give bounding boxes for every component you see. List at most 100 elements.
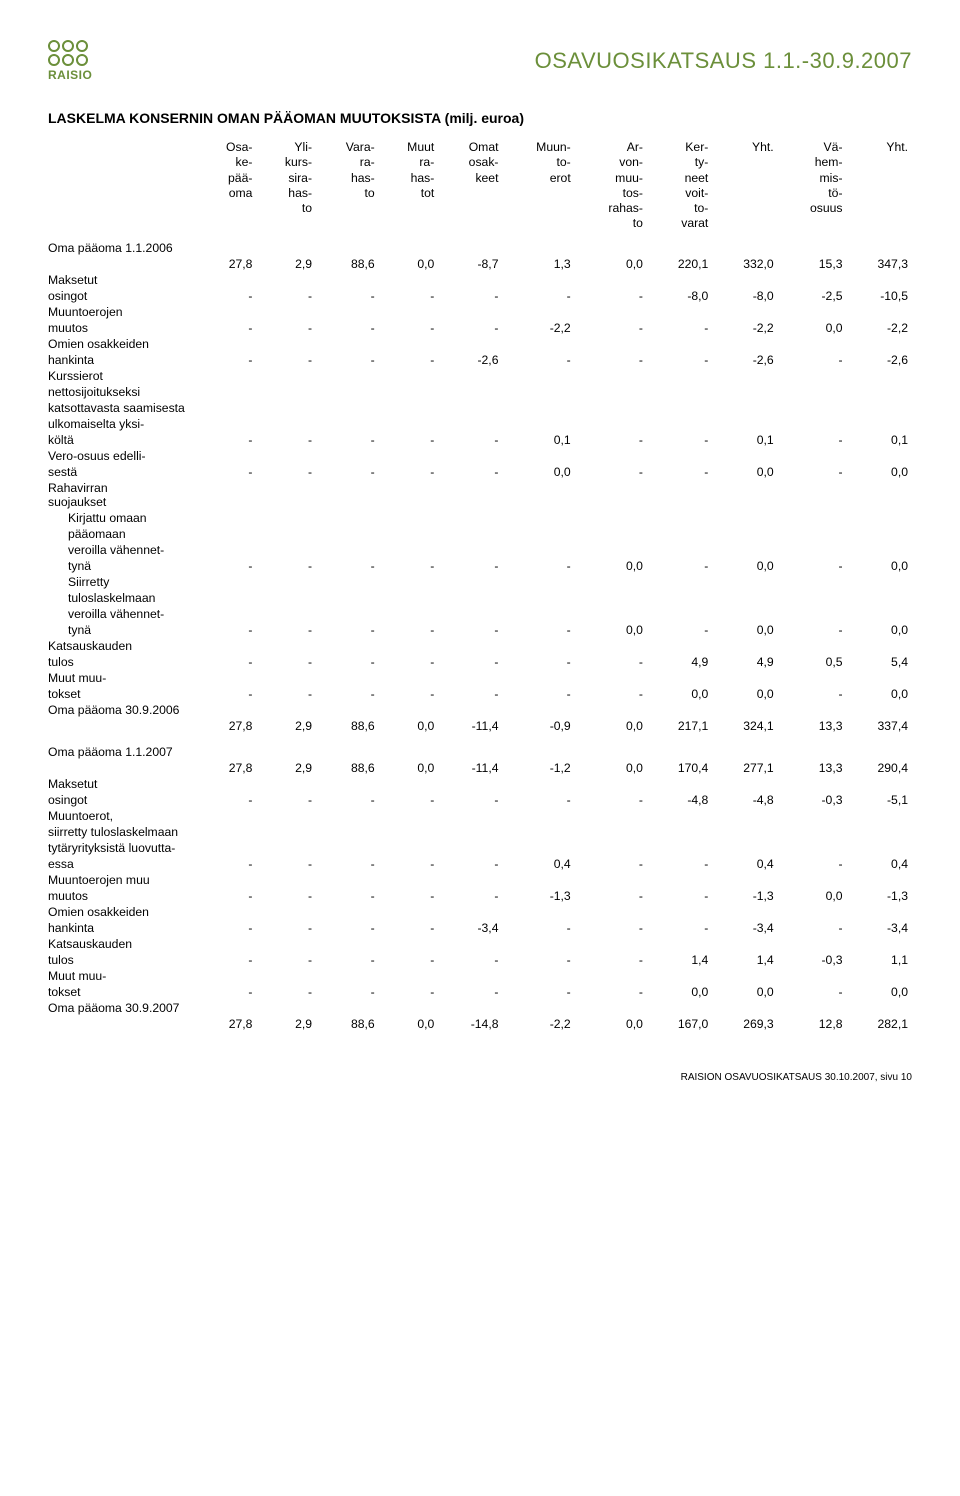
cell-value: 27,8: [198, 760, 256, 776]
column-header: Muutra-has-tot: [379, 140, 439, 240]
cell-value: -: [575, 432, 647, 448]
row-label: Siirretty: [48, 574, 912, 590]
cell-value: 324,1: [712, 718, 777, 734]
row-label: hankinta: [48, 352, 198, 368]
cell-value: -: [379, 952, 439, 968]
table-row: muutos------1,3---1,30,0-1,3: [48, 888, 912, 904]
cell-value: -: [647, 432, 712, 448]
cell-value: 0,4: [502, 856, 574, 872]
cell-value: -: [379, 288, 439, 304]
cell-value: -0,3: [778, 952, 847, 968]
table-row: osingot--------4,8-4,8-0,3-5,1: [48, 792, 912, 808]
table-row: osingot--------8,0-8,0-2,5-10,5: [48, 288, 912, 304]
row-label: katsottavasta saamisesta: [48, 400, 912, 416]
cell-value: 88,6: [316, 256, 379, 272]
cell-value: -: [316, 984, 379, 1000]
table-row: hankinta-----3,4----3,4--3,4: [48, 920, 912, 936]
cell-value: 0,0: [575, 718, 647, 734]
table-row: Katsauskauden: [48, 936, 912, 952]
cell-value: -11,4: [438, 718, 502, 734]
cell-value: -: [256, 654, 316, 670]
cell-value: -0,9: [502, 718, 574, 734]
table-row: veroilla vähennet-: [48, 606, 912, 622]
cell-value: -: [575, 888, 647, 904]
row-label: essa: [48, 856, 198, 872]
cell-value: -: [575, 856, 647, 872]
row-label: Kirjattu omaan: [48, 510, 912, 526]
row-label: tuloslaskelmaan: [48, 590, 912, 606]
cell-value: -: [438, 984, 502, 1000]
cell-value: 0,0: [575, 1016, 647, 1032]
cell-value: -: [575, 920, 647, 936]
cell-value: -: [438, 464, 502, 480]
cell-value: -: [502, 952, 574, 968]
cell-value: 0,0: [575, 760, 647, 776]
cell-value: -2,2: [502, 320, 574, 336]
cell-value: -8,0: [647, 288, 712, 304]
row-label: tulos: [48, 952, 198, 968]
cell-value: -2,2: [712, 320, 777, 336]
cell-value: 0,4: [847, 856, 912, 872]
row-label: tynä: [48, 558, 198, 574]
column-header: Osa-ke-pää-oma: [198, 140, 256, 240]
cell-value: 269,3: [712, 1016, 777, 1032]
cell-value: -8,7: [438, 256, 502, 272]
cell-value: 13,3: [778, 718, 847, 734]
cell-value: -: [316, 952, 379, 968]
cell-value: -: [379, 888, 439, 904]
cell-value: 0,0: [847, 686, 912, 702]
cell-value: 332,0: [712, 256, 777, 272]
cell-value: -: [316, 432, 379, 448]
row-label: Oma pääoma 30.9.2006: [48, 702, 912, 718]
cell-value: -1,2: [502, 760, 574, 776]
cell-value: -2,2: [847, 320, 912, 336]
cell-value: 27,8: [198, 1016, 256, 1032]
cell-value: 0,0: [847, 558, 912, 574]
cell-value: 0,0: [778, 320, 847, 336]
row-label: nettosijoitukseksi: [48, 384, 912, 400]
document-title: OSAVUOSIKATSAUS 1.1.-30.9.2007: [535, 48, 912, 74]
row-label: Oma pääoma 30.9.2007: [48, 1000, 912, 1016]
cell-value: -: [778, 984, 847, 1000]
cell-value: 2,9: [256, 256, 316, 272]
cell-value: -: [198, 432, 256, 448]
cell-value: -: [379, 432, 439, 448]
cell-value: 0,0: [847, 622, 912, 638]
cell-value: -: [575, 654, 647, 670]
row-label: Rahavirransuojaukset: [48, 480, 912, 510]
cell-value: 290,4: [847, 760, 912, 776]
cell-value: -: [256, 464, 316, 480]
cell-value: -: [316, 558, 379, 574]
row-label: veroilla vähennet-: [48, 606, 912, 622]
brand-logo: RAISIO: [48, 40, 92, 82]
cell-value: -: [316, 622, 379, 638]
row-label: veroilla vähennet-: [48, 542, 912, 558]
cell-value: 5,4: [847, 654, 912, 670]
document-header: RAISIO OSAVUOSIKATSAUS 1.1.-30.9.2007: [48, 40, 912, 82]
table-row: essa-----0,4--0,4-0,4: [48, 856, 912, 872]
cell-value: -: [438, 952, 502, 968]
cell-value: -: [198, 984, 256, 1000]
cell-value: -: [502, 984, 574, 1000]
cell-value: -: [316, 288, 379, 304]
cell-value: -: [438, 856, 502, 872]
cell-value: 217,1: [647, 718, 712, 734]
cell-value: 2,9: [256, 718, 316, 734]
table-row: Kurssierot: [48, 368, 912, 384]
cell-value: -: [379, 686, 439, 702]
cell-value: -: [575, 792, 647, 808]
cell-value: -: [256, 432, 316, 448]
cell-value: -: [438, 320, 502, 336]
cell-value: 27,8: [198, 256, 256, 272]
cell-value: -: [256, 622, 316, 638]
cell-value: -: [647, 856, 712, 872]
row-label: [48, 760, 198, 776]
row-label: ulkomaiselta yksi-: [48, 416, 912, 432]
column-header: Muun-to-erot: [502, 140, 574, 240]
row-label: [48, 256, 198, 272]
cell-value: 13,3: [778, 760, 847, 776]
table-row: tynä------0,0-0,0-0,0: [48, 622, 912, 638]
cell-value: -: [502, 288, 574, 304]
row-label: Muuntoerojen muu: [48, 872, 912, 888]
cell-value: -: [379, 622, 439, 638]
